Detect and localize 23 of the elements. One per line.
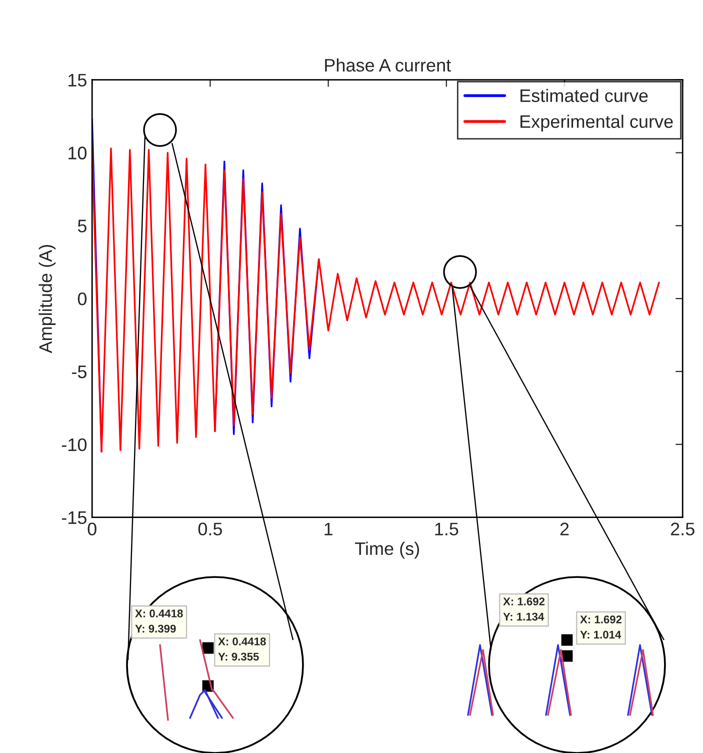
x-tick-label: 1 bbox=[324, 522, 332, 536]
x-axis-title: Time (s) bbox=[355, 542, 419, 559]
text: X: 1.692 Y: 1.014 bbox=[580, 616, 622, 639]
x-tick-label: 0.5 bbox=[198, 522, 222, 536]
y-tick-label: -15 bbox=[62, 511, 86, 524]
chart-title: Phase A current bbox=[325, 58, 451, 72]
legend-label: Experimental curve bbox=[520, 114, 673, 132]
text: X: 0.4418 Y: 9.399 bbox=[135, 610, 183, 633]
x-tick-label: 2.5 bbox=[670, 522, 694, 536]
y-tick-label: 0 bbox=[78, 292, 87, 306]
y-tick-label: 5 bbox=[78, 220, 86, 232]
legend-label: Estimated curve bbox=[520, 88, 648, 102]
y-axis-title: Amplitude (A) bbox=[38, 244, 56, 354]
y-tick-label: 10 bbox=[68, 146, 87, 160]
x-tick-label: 0 bbox=[88, 522, 96, 536]
text: X: 1.692 Y: 1.134 bbox=[503, 598, 545, 621]
x-tick-label: 2 bbox=[560, 522, 569, 536]
line-series bbox=[92, 148, 660, 453]
y-tick-label: 15 bbox=[68, 74, 86, 87]
text: X: 0.4418 Y: 9.355 bbox=[218, 638, 266, 661]
x-tick-label: 1.5 bbox=[435, 522, 458, 536]
y-tick-label: -5 bbox=[72, 366, 86, 378]
y-tick-label: -10 bbox=[62, 438, 87, 452]
